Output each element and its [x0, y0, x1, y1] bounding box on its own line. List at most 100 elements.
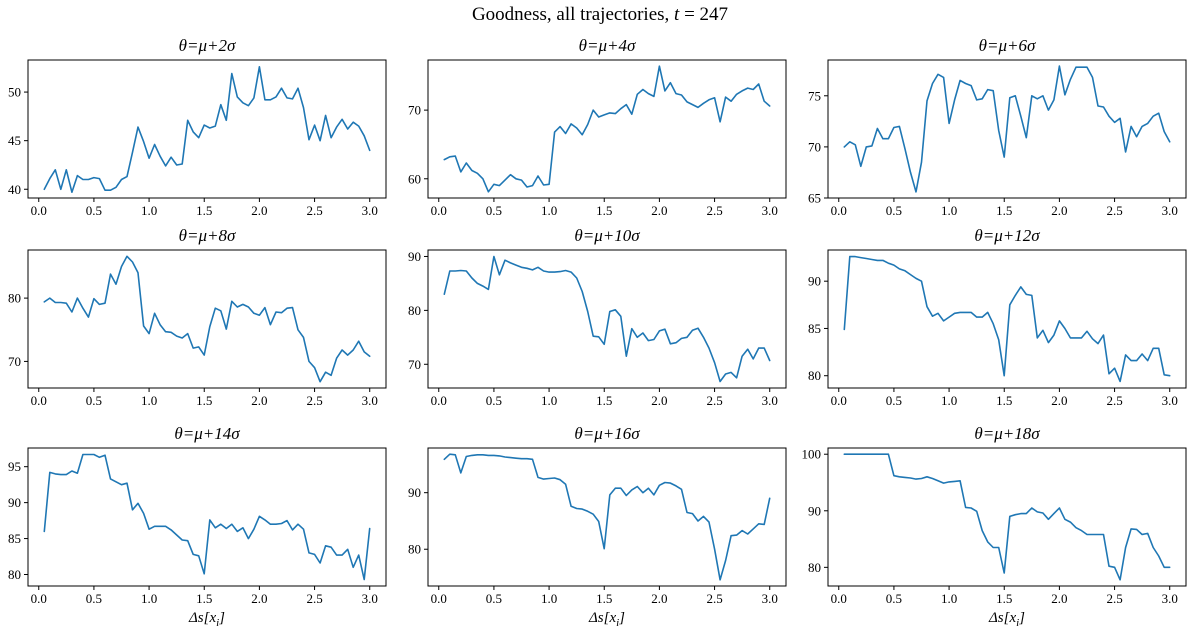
axes-frame: [427, 447, 787, 587]
x-tick-label: 0.0: [431, 591, 447, 606]
x-tick-label: 1.5: [596, 203, 612, 218]
x-tick-label: 2.5: [1106, 591, 1122, 606]
x-axis-label-text: Δs[x: [188, 610, 217, 626]
line-chart-10sigma: 0.0 0.5 1.0 1.5 2.0 2.5 3.0 70 80 90: [408, 249, 787, 408]
x-axis-label: Δs[xi]: [828, 610, 1186, 629]
axes-frame: [27, 59, 387, 199]
x-tick-label: 0.5: [886, 203, 902, 218]
x-axis-label-sub: i: [1016, 617, 1020, 629]
x-tick-label: 3.0: [362, 203, 378, 218]
x-tick-label: 0.5: [886, 591, 902, 606]
subplot-theta-mu-plus-8sigma: θ=μ+8σ 0.0 0.5 1.0 1.5 2.0 2.5 3.0 70 80: [0, 226, 400, 436]
x-tick-label: 0.5: [486, 393, 502, 408]
subplot-title: θ=μ+16σ: [574, 424, 640, 443]
subplot-title: θ=μ+8σ: [178, 226, 236, 245]
x-tick-label: 1.5: [596, 591, 612, 606]
axes-frame: [427, 59, 787, 199]
x-tick-label: 1.5: [996, 591, 1012, 606]
x-tick-label: 0.0: [31, 591, 47, 606]
subplot-theta-mu-plus-4sigma: θ=μ+4σ 0.0 0.5 1.0 1.5 2.0 2.5 3.0 60 70: [400, 36, 800, 246]
x-tick-label: 0.5: [86, 393, 102, 408]
x-tick-label: 2.5: [306, 393, 322, 408]
x-tick-label: 3.0: [762, 393, 778, 408]
axes-frame: [27, 249, 387, 389]
y-tick-label: 70: [808, 139, 821, 154]
x-axis-label-sub: i: [216, 617, 220, 629]
x-axis-label-text: Δs[x: [988, 610, 1017, 626]
subplot-theta-mu-plus-6sigma: θ=μ+6σ 0.0 0.5 1.0 1.5 2.0 2.5 3.0 65 70 75: [800, 36, 1200, 246]
x-tick-label: 2.0: [251, 591, 267, 606]
x-tick-label: 3.0: [762, 203, 778, 218]
x-tick-label: 0.5: [86, 203, 102, 218]
x-tick-label: 2.0: [251, 203, 267, 218]
x-tick-label: 0.0: [831, 393, 847, 408]
x-axis-label-close: ]: [1019, 610, 1026, 626]
x-tick-label: 1.5: [596, 393, 612, 408]
data-line: [43, 66, 371, 193]
line-chart-8sigma: 0.0 0.5 1.0 1.5 2.0 2.5 3.0 70 80: [8, 249, 387, 408]
axes-frame: [27, 447, 387, 587]
x-tick-label: 3.0: [362, 591, 378, 606]
x-tick-label: 1.0: [941, 591, 957, 606]
y-tick-label: 50: [8, 85, 21, 100]
x-tick-label: 3.0: [1162, 591, 1178, 606]
x-tick-label: 2.5: [1106, 393, 1122, 408]
x-tick-label: 1.0: [541, 203, 557, 218]
y-tick-label: 60: [408, 171, 421, 186]
x-tick-label: 2.5: [306, 591, 322, 606]
x-tick-label: 2.5: [1106, 203, 1122, 218]
x-tick-label: 1.0: [141, 591, 157, 606]
x-tick-label: 2.0: [651, 393, 667, 408]
y-tick-label: 90: [408, 249, 421, 264]
line-chart-18sigma: 0.0 0.5 1.0 1.5 2.0 2.5 3.0 80 90 100: [802, 447, 1187, 606]
x-tick-label: 0.5: [486, 203, 502, 218]
data-line: [443, 65, 771, 193]
figure-title-suffix: = 247: [679, 4, 729, 25]
y-tick-label: 80: [8, 567, 21, 582]
subplot-title: θ=μ+6σ: [978, 36, 1036, 55]
x-axis-label: Δs[xi]: [28, 610, 386, 629]
data-line: [43, 453, 371, 581]
y-tick-label: 80: [408, 303, 421, 318]
subplot-title: θ=μ+4σ: [578, 36, 636, 55]
y-tick-label: 40: [8, 182, 21, 197]
data-line: [843, 453, 1171, 581]
subplot-title: θ=μ+14σ: [174, 424, 240, 443]
y-tick-label: 70: [408, 103, 421, 118]
x-axis-label: Δs[xi]: [428, 610, 786, 629]
x-tick-label: 3.0: [762, 591, 778, 606]
figure-title-var: t: [674, 4, 680, 25]
y-tick-label: 90: [808, 503, 821, 518]
x-tick-label: 2.0: [651, 203, 667, 218]
subplot-title: θ=μ+10σ: [574, 226, 640, 245]
x-tick-label: 0.0: [31, 203, 47, 218]
y-tick-label: 85: [808, 321, 821, 336]
x-tick-label: 0.0: [431, 393, 447, 408]
x-tick-label: 1.5: [996, 203, 1012, 218]
subplot-theta-mu-plus-2sigma: θ=μ+2σ 0.0 0.5 1.0 1.5 2.0 2.5 3.0 40 45 50: [0, 36, 400, 246]
x-tick-label: 2.0: [1051, 591, 1067, 606]
x-tick-label: 2.0: [251, 393, 267, 408]
y-tick-label: 70: [408, 357, 421, 372]
data-line: [843, 255, 1171, 383]
x-tick-label: 2.0: [1051, 203, 1067, 218]
x-tick-label: 0.0: [31, 393, 47, 408]
axes-frame: [827, 249, 1187, 389]
x-tick-label: 0.5: [86, 591, 102, 606]
x-tick-label: 3.0: [1162, 203, 1178, 218]
x-tick-label: 1.5: [196, 393, 212, 408]
y-tick-label: 70: [8, 354, 21, 369]
x-tick-label: 2.5: [706, 393, 722, 408]
x-tick-label: 2.0: [651, 591, 667, 606]
line-chart-2sigma: 0.0 0.5 1.0 1.5 2.0 2.5 3.0 40 45 50: [8, 59, 387, 218]
data-line: [43, 255, 371, 383]
data-line: [843, 65, 1171, 193]
y-tick-label: 80: [408, 542, 421, 557]
x-tick-label: 0.5: [886, 393, 902, 408]
x-tick-label: 2.5: [706, 203, 722, 218]
y-tick-label: 85: [8, 531, 21, 546]
subplot-title: θ=μ+12σ: [974, 226, 1040, 245]
axes-frame: [427, 249, 787, 389]
x-tick-label: 1.0: [141, 393, 157, 408]
axes-frame: [827, 447, 1187, 587]
